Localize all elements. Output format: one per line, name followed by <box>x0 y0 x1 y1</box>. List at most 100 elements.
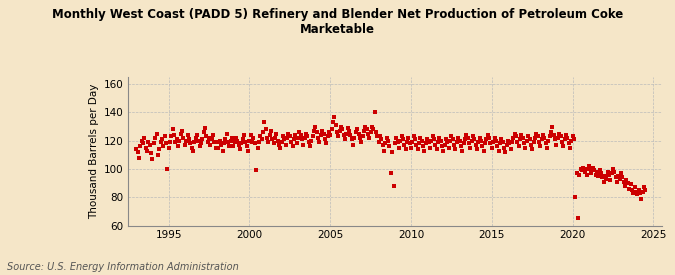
Point <box>470 143 481 147</box>
Point <box>243 148 254 153</box>
Point <box>184 137 194 141</box>
Point <box>161 141 171 146</box>
Point <box>419 148 430 153</box>
Point <box>323 130 334 134</box>
Point <box>340 137 350 141</box>
Point <box>477 144 488 148</box>
Point <box>157 137 167 141</box>
Point <box>384 144 395 148</box>
Point <box>252 145 263 150</box>
Point <box>633 188 644 192</box>
Point <box>144 143 155 147</box>
Point <box>406 145 416 150</box>
Point <box>346 137 357 141</box>
Point <box>330 123 341 127</box>
Point <box>434 136 445 140</box>
Point <box>461 133 472 137</box>
Point <box>511 134 522 139</box>
Point <box>383 138 394 143</box>
Point <box>492 144 503 148</box>
Point <box>483 133 493 137</box>
Point <box>377 143 388 147</box>
Point <box>212 140 223 144</box>
Point <box>601 177 612 181</box>
Point <box>248 136 259 140</box>
Point <box>429 137 439 141</box>
Point <box>269 136 280 140</box>
Point <box>548 133 559 137</box>
Point <box>275 145 286 150</box>
Point <box>426 138 437 143</box>
Point <box>465 145 476 150</box>
Point <box>541 145 552 150</box>
Point <box>485 141 496 146</box>
Point <box>568 137 579 141</box>
Point <box>329 114 340 119</box>
Point <box>613 174 624 178</box>
Point <box>263 140 273 144</box>
Point <box>257 130 268 134</box>
Point <box>554 131 564 136</box>
Point <box>306 138 317 143</box>
Point <box>514 144 524 148</box>
Point <box>364 136 375 140</box>
Point <box>449 143 460 147</box>
Point <box>469 137 480 141</box>
Point <box>626 188 637 192</box>
Point <box>217 148 228 153</box>
Point <box>310 124 321 129</box>
Point <box>566 138 576 143</box>
Point <box>354 136 365 140</box>
Point <box>563 141 574 146</box>
Point <box>273 143 284 147</box>
Point <box>194 144 205 148</box>
Point <box>575 167 586 171</box>
Point <box>602 170 613 174</box>
Point <box>402 140 412 144</box>
Point <box>342 126 353 130</box>
Point <box>415 136 426 140</box>
Point <box>479 148 489 153</box>
Point <box>582 172 593 177</box>
Point <box>519 141 530 146</box>
Point <box>360 124 371 129</box>
Point <box>369 110 380 115</box>
Point <box>220 137 231 141</box>
Point <box>349 136 360 140</box>
Point <box>529 136 540 140</box>
Point <box>295 133 306 137</box>
Point <box>634 191 645 195</box>
Point <box>325 133 335 137</box>
Point <box>155 140 166 144</box>
Point <box>234 143 244 147</box>
Point <box>437 144 448 148</box>
Point <box>389 141 400 146</box>
Point <box>593 174 603 178</box>
Point <box>578 165 589 170</box>
Point <box>551 143 562 147</box>
Point <box>622 181 633 185</box>
Point <box>371 130 381 134</box>
Point <box>576 168 587 172</box>
Point <box>135 144 146 148</box>
Point <box>572 216 583 221</box>
Point <box>499 145 510 150</box>
Point <box>311 130 322 134</box>
Point <box>231 136 242 140</box>
Point <box>261 136 272 140</box>
Point <box>142 148 153 153</box>
Point <box>375 134 385 139</box>
Point <box>457 148 468 153</box>
Point <box>416 138 427 143</box>
Point <box>452 140 462 144</box>
Point <box>236 141 247 146</box>
Point <box>171 137 182 141</box>
Point <box>516 133 527 137</box>
Point <box>629 185 640 189</box>
Point <box>170 140 181 144</box>
Point <box>410 137 421 141</box>
Point <box>567 134 578 139</box>
Point <box>414 141 425 146</box>
Point <box>373 140 384 144</box>
Point <box>503 138 514 143</box>
